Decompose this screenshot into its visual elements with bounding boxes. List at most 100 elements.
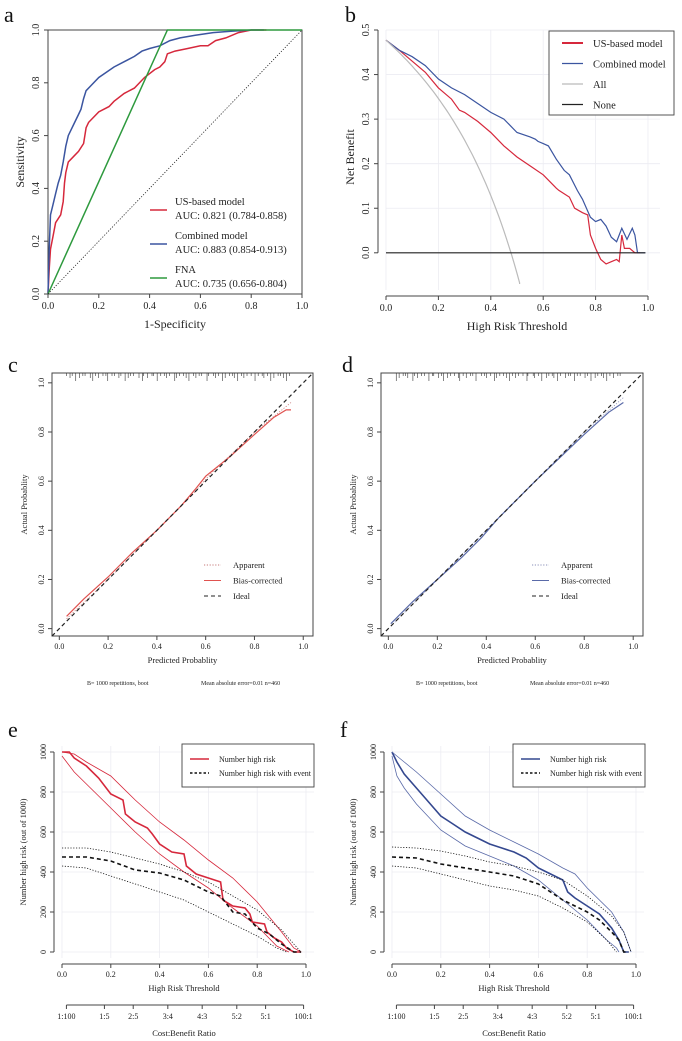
legend-label: Combined model xyxy=(175,231,248,242)
grid xyxy=(61,746,314,958)
footnote-left: B= 1000 repetitions, boot xyxy=(416,681,478,687)
secondary-tick-label: 5:1 xyxy=(590,1012,600,1021)
secondary-tick-label: 1:5 xyxy=(99,1012,109,1021)
panel-c: c 0.0 0.2 0.4 0.6 0.8 1.0 Predicted Probablity 0… xyxy=(8,352,314,687)
x-tick-label: 0.0 xyxy=(57,970,67,979)
legend: US-based model Combined model All None xyxy=(548,30,675,116)
y-tick-label: 200 xyxy=(369,906,378,918)
secondary-axis-title: Cost:Benefit Ratio xyxy=(152,1028,216,1038)
x-tick-label: 1.0 xyxy=(631,970,641,979)
series-line-us-based-model xyxy=(385,39,641,265)
y-tick-label: 0 xyxy=(369,950,378,954)
x-tick-label: 0.4 xyxy=(155,970,165,979)
y-axis-title: Sensitivity xyxy=(13,136,27,187)
y-tick-label: 1000 xyxy=(369,744,378,760)
legend-label: All xyxy=(593,80,607,91)
series-line-number-high-risk-with-event xyxy=(391,856,629,953)
legend-box xyxy=(548,30,675,116)
y-axis-title: Actual Probablity xyxy=(348,474,358,535)
y-tick-label: 0.1 xyxy=(361,202,372,215)
legend-label: Bias-corrected xyxy=(561,576,611,586)
series-group xyxy=(51,372,314,637)
series-line-bias-corrected xyxy=(66,409,291,617)
x-tick-label: 0.8 xyxy=(579,642,589,651)
y-tick-label: 0.0 xyxy=(361,247,372,259)
x-axis-title: 1-Specificity xyxy=(144,317,206,331)
x-tick-label: 0.0 xyxy=(383,642,393,651)
x-tick-label: 0.2 xyxy=(106,970,116,979)
y-tick-label: 1.0 xyxy=(31,24,42,37)
x-tick-label: 0.6 xyxy=(530,642,540,651)
y-tick-label: 0.2 xyxy=(31,235,42,248)
series-line-number-high-risk-upper xyxy=(61,751,302,953)
y-axis-title: Number high risk (out of 1000) xyxy=(348,798,358,905)
legend-auc: AUC: 0.735 (0.656-0.804) xyxy=(175,279,287,290)
series-line-event-lower xyxy=(61,865,287,953)
y-tick-label: 600 xyxy=(39,826,48,838)
series-line-reference xyxy=(47,29,303,295)
secondary-axis-title: Cost:Benefit Ratio xyxy=(482,1028,546,1038)
x-tick-label: 0.0 xyxy=(54,642,64,651)
secondary-tick-label: 1:100 xyxy=(57,1012,75,1021)
series-group xyxy=(391,751,632,953)
y-tick-label: 800 xyxy=(369,786,378,798)
series-line-number-high-risk xyxy=(391,751,629,953)
x-tick-label: 0.0 xyxy=(380,303,393,314)
plot-frame xyxy=(380,372,644,637)
x-axis-title: High Risk Threshold xyxy=(478,983,550,993)
series-line-fna xyxy=(47,29,302,295)
x-tick-label: 0.2 xyxy=(436,970,446,979)
y-tick-label: 0.2 xyxy=(366,574,375,584)
y-tick-label: 0.6 xyxy=(366,476,375,486)
y-tick-label: 800 xyxy=(39,786,48,798)
rug-ticks xyxy=(395,373,621,381)
y-tick-label: 0.2 xyxy=(361,157,372,170)
panel-b: b 0.0 0.2 0.4 0.6 0.8 1.0 High Risk Threshold 0.… xyxy=(343,2,675,333)
x-tick-label: 1.0 xyxy=(628,642,638,651)
series-line-combined-model xyxy=(385,39,646,254)
series-group xyxy=(380,372,644,637)
x-tick-label: 0.4 xyxy=(485,303,498,314)
x-tick-label: 0.6 xyxy=(194,301,207,312)
legend-label: Ideal xyxy=(233,591,251,601)
y-tick-label: 0.0 xyxy=(37,624,46,634)
y-tick-label: 0.2 xyxy=(37,574,46,584)
x-tick-label: 0.4 xyxy=(152,642,162,651)
y-tick-label: 600 xyxy=(369,826,378,838)
legend-label: Number high risk with event xyxy=(550,769,643,778)
legend: Number high risk Number high risk with ev… xyxy=(181,743,315,788)
legend-auc: AUC: 0.821 (0.784-0.858) xyxy=(175,211,287,222)
legend: Apparent Bias-corrected Ideal xyxy=(204,560,283,601)
legend-label: Number high risk with event xyxy=(219,769,312,778)
legend: Number high risk Number high risk with ev… xyxy=(512,743,646,788)
y-axis-title: Actual Probablity xyxy=(19,474,29,535)
x-axis-title: Predicted Probablity xyxy=(477,655,547,665)
x-tick-label: 0.2 xyxy=(432,303,445,314)
legend-label: Apparent xyxy=(233,560,265,570)
x-tick-label: 0.2 xyxy=(432,642,442,651)
x-tick-label: 0.2 xyxy=(93,301,106,312)
series-line-apparent xyxy=(66,402,292,620)
y-tick-label: 0.0 xyxy=(31,288,42,301)
y-tick-label: 1000 xyxy=(39,744,48,760)
legend-label: None xyxy=(593,101,616,112)
secondary-tick-label: 4:3 xyxy=(527,1012,537,1021)
legend-label: Apparent xyxy=(561,560,593,570)
y-tick-label: 0.0 xyxy=(366,624,375,634)
series-line-number-high-risk-with-event xyxy=(62,856,302,953)
x-tick-label: 0.4 xyxy=(485,970,495,979)
x-tick-label: 0.0 xyxy=(42,301,55,312)
y-tick-label: 400 xyxy=(39,866,48,878)
x-tick-label: 0.8 xyxy=(582,970,592,979)
footnote-right: Mean absolute error=0.01 n=460 xyxy=(201,681,280,687)
series-line-number-high-risk xyxy=(62,751,302,953)
panel-f: f 0.0 0.2 0.4 0.6 0.8 1.0 High Risk Threshold 0 2… xyxy=(340,717,646,1038)
legend-label: FNA xyxy=(175,265,196,276)
x-tick-label: 1.0 xyxy=(642,303,655,314)
secondary-tick-label: 5:1 xyxy=(260,1012,270,1021)
y-tick-label: 0.4 xyxy=(31,182,42,195)
y-tick-label: 0 xyxy=(39,950,48,954)
y-tick-label: 0.4 xyxy=(37,525,46,535)
y-tick-label: 0.8 xyxy=(37,427,46,437)
y-axis-title: Net Benefit xyxy=(343,129,357,185)
